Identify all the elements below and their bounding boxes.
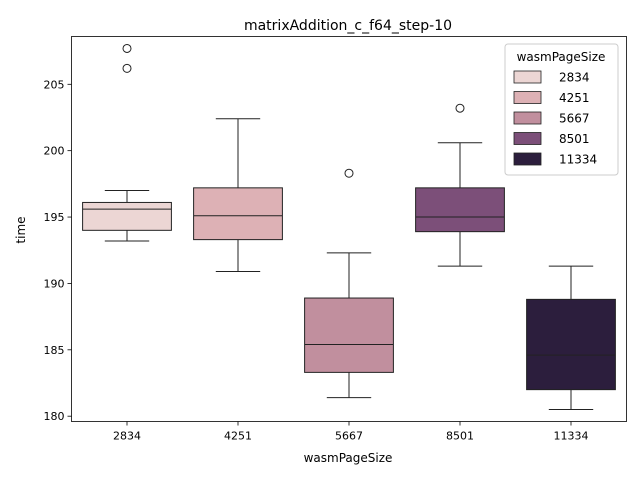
legend-label: 2834	[559, 71, 590, 85]
y-tick-label: 185	[44, 344, 65, 357]
x-tick-label: 4251	[224, 430, 252, 443]
box-5667	[304, 168, 394, 399]
box-4251	[193, 118, 283, 272]
outlier-point	[455, 103, 465, 113]
legend-label: 5667	[559, 112, 590, 126]
legend-label: 4251	[559, 91, 590, 105]
legend-title: wasmPageSize	[517, 50, 606, 64]
outlier-point	[122, 63, 132, 73]
iqr-box	[304, 297, 394, 373]
y-tick-label: 190	[44, 277, 65, 290]
plot-frame	[71, 36, 627, 422]
outlier-point	[344, 168, 354, 178]
x-axis-label: wasmPageSize	[304, 451, 393, 465]
plot-area	[82, 43, 616, 411]
legend-label: 8501	[559, 132, 590, 146]
legend-swatch	[513, 152, 542, 166]
box-11334	[526, 265, 616, 411]
x-axis: 2834 4251 5667 8501 11334	[113, 421, 589, 443]
box-2834	[82, 43, 172, 242]
y-tick-label: 200	[44, 145, 65, 158]
x-tick-label: 5667	[335, 430, 363, 443]
x-tick-label: 8501	[446, 430, 474, 443]
iqr-box	[193, 187, 283, 241]
legend-swatch	[513, 70, 542, 84]
y-axis-label: time	[14, 216, 28, 243]
y-tick-label: 180	[44, 410, 65, 423]
iqr-box	[82, 201, 172, 231]
box-8501	[415, 103, 505, 267]
legend-label: 11334	[559, 153, 597, 167]
y-tick-label: 195	[44, 211, 65, 224]
x-tick-label: 11334	[554, 430, 589, 443]
iqr-box	[415, 187, 505, 233]
y-axis: 180 185 190 195 200 205	[44, 78, 72, 423]
chart-title: matrixAddition_c_f64_step-10	[244, 18, 452, 34]
outlier-point	[122, 43, 132, 53]
legend: wasmPageSize 2834 4251 5667 8501 11334	[504, 43, 619, 176]
iqr-box	[526, 298, 616, 391]
y-tick-label: 205	[44, 78, 65, 91]
x-tick-label: 2834	[113, 430, 141, 443]
legend-swatch	[513, 132, 542, 145]
legend-swatch	[513, 91, 542, 104]
legend-swatch	[513, 111, 542, 125]
